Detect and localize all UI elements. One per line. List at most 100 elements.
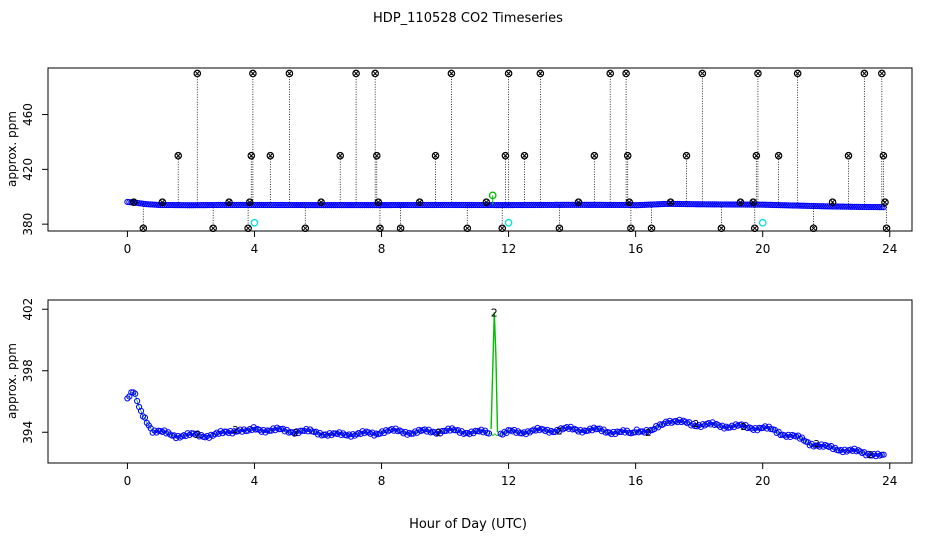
bottom-series-point bbox=[476, 428, 483, 435]
top-baseline-point bbox=[682, 201, 689, 208]
top-baseline-point bbox=[835, 203, 843, 210]
top-baseline-point bbox=[448, 201, 456, 209]
top-baseline-point bbox=[382, 202, 390, 209]
top-spike-point bbox=[317, 198, 325, 207]
top-baseline-point bbox=[353, 202, 360, 209]
bottom-series-point bbox=[721, 425, 728, 432]
top-panel-plot: 0 4 8 12 16 20 24 380 420 460 bbox=[21, 69, 897, 256]
top-baseline-point bbox=[252, 201, 259, 209]
top-baseline-point bbox=[853, 203, 860, 210]
top-spike-cross bbox=[718, 225, 724, 231]
top-spike-cross bbox=[810, 225, 817, 231]
top-baseline-point bbox=[812, 202, 819, 210]
top-baseline-point bbox=[639, 201, 646, 209]
top-baseline-point bbox=[684, 201, 691, 208]
top-baseline-point bbox=[328, 202, 335, 209]
bottom-series-point bbox=[485, 430, 493, 437]
top-baseline-point bbox=[824, 203, 831, 210]
top-baseline-point bbox=[651, 201, 658, 208]
top-baseline-point bbox=[546, 201, 553, 209]
top-baseline-point bbox=[207, 201, 215, 209]
top-baseline-point bbox=[857, 203, 864, 211]
top-spike-cross bbox=[882, 199, 888, 205]
top-cyan-point bbox=[758, 218, 767, 227]
top-baseline-point bbox=[781, 202, 788, 209]
bottom-series-point bbox=[359, 428, 366, 435]
top-baseline-point bbox=[349, 202, 357, 209]
top-baseline-point bbox=[200, 202, 207, 209]
top-spike-point bbox=[590, 151, 599, 160]
top-spike-cross bbox=[752, 225, 758, 231]
top-baseline-point bbox=[511, 201, 518, 209]
top-baseline-point bbox=[787, 202, 794, 209]
top-baseline-point bbox=[645, 201, 652, 208]
bottom-series-point bbox=[763, 425, 771, 432]
top-baseline-point bbox=[631, 202, 638, 209]
top-baseline-point bbox=[398, 201, 405, 209]
top-spike-cross bbox=[776, 153, 782, 159]
top-baseline-point bbox=[205, 201, 213, 209]
top-baseline-point bbox=[270, 201, 277, 209]
top-spike-cross bbox=[374, 153, 380, 159]
top-spike-cross bbox=[353, 70, 359, 77]
bottom-series-point bbox=[573, 426, 580, 433]
bottom-series-point bbox=[293, 428, 300, 435]
top-baseline-point bbox=[703, 201, 710, 208]
top-baseline-point bbox=[217, 201, 224, 209]
top-baseline-point bbox=[767, 201, 774, 209]
bottom-series-point bbox=[256, 426, 263, 434]
top-baseline-point bbox=[555, 201, 563, 208]
top-spike-cross bbox=[448, 70, 454, 77]
top-baseline-point bbox=[715, 201, 722, 208]
top-green-point bbox=[488, 191, 497, 200]
top-baseline-point bbox=[849, 203, 856, 210]
top-spike-cross bbox=[267, 153, 273, 159]
top-spike-cross bbox=[247, 199, 253, 205]
top-spike-point bbox=[372, 151, 381, 160]
bottom-series-text-marker: 2 bbox=[293, 428, 299, 439]
top-baseline-point bbox=[454, 201, 461, 209]
bottom-xtick-label: 24 bbox=[882, 474, 897, 488]
top-spike-point bbox=[266, 151, 275, 160]
top-spike-point bbox=[371, 69, 379, 78]
bottom-series-point bbox=[435, 428, 442, 435]
top-baseline-point bbox=[441, 201, 448, 209]
top-baseline-point bbox=[188, 202, 195, 209]
top-spike-point bbox=[463, 224, 472, 233]
top-spike-point bbox=[750, 224, 759, 233]
top-baseline-point bbox=[233, 201, 240, 209]
top-spike-cross bbox=[884, 225, 890, 231]
top-baseline-point bbox=[287, 201, 294, 209]
top-baseline-point bbox=[660, 200, 668, 208]
top-baseline-point bbox=[551, 201, 559, 209]
top-baseline-point bbox=[266, 201, 273, 209]
top-spike-cross bbox=[575, 199, 582, 205]
top-baseline-point bbox=[701, 201, 708, 208]
bottom-series-point bbox=[244, 427, 252, 434]
bottom-series-point bbox=[151, 427, 158, 434]
top-spike-cross bbox=[845, 153, 852, 159]
top-spike-point bbox=[717, 224, 726, 233]
top-spike-point bbox=[129, 198, 138, 207]
top-baseline-point bbox=[180, 202, 187, 209]
top-baseline-point bbox=[351, 202, 358, 209]
bottom-series-point bbox=[841, 446, 848, 453]
top-baseline-point bbox=[798, 202, 806, 209]
top-baseline-point bbox=[868, 203, 876, 211]
top-baseline-point bbox=[518, 201, 526, 209]
top-baseline-point bbox=[145, 201, 152, 208]
top-ytick-label: 380 bbox=[21, 213, 35, 236]
bottom-series-point bbox=[468, 428, 475, 435]
top-spike-point bbox=[520, 151, 529, 160]
top-baseline-point bbox=[641, 201, 648, 208]
top-baseline-point bbox=[425, 201, 432, 209]
top-baseline-point bbox=[476, 201, 483, 209]
top-spike-point bbox=[174, 151, 183, 160]
top-baseline-point bbox=[408, 201, 415, 209]
bottom-series-point bbox=[666, 417, 673, 424]
top-spike-cross bbox=[417, 199, 423, 205]
top-baseline-point bbox=[606, 201, 613, 209]
top-baseline-point bbox=[196, 202, 203, 209]
bottom-panel-plot: 0 4 8 12 16 20 24 394 398 402 2 2 2 2 2 2 2 2 2 2 2 bbox=[21, 298, 897, 488]
